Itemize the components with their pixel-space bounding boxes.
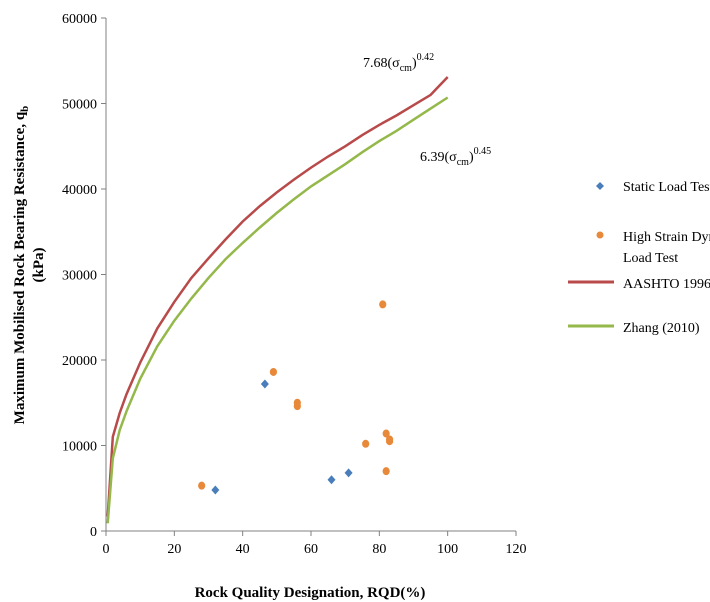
point-high-strain-dynamic-load-test [293,402,301,411]
y-tick-label: 60000 [62,12,97,27]
point-static-load-test [344,468,353,478]
point-static-load-test [211,485,220,495]
y-tick-label: 30000 [62,269,97,284]
series-line-aashto-1996 [106,76,449,517]
point-static-load-test [327,475,336,485]
point-high-strain-dynamic-load-test [269,367,278,376]
x-tick-label: 80 [372,542,386,557]
x-tick-label: 40 [236,542,250,557]
y-tick-label: 20000 [62,354,97,369]
point-high-strain-dynamic-load-test [382,467,390,476]
legend-label-high-strain-dynamic-line2: Load Test [623,251,678,266]
data-points [198,300,394,495]
point-high-strain-dynamic-load-test [382,429,390,438]
y-tick-label: 0 [90,525,97,540]
x-tick-label: 20 [167,542,181,557]
legend-label-high-strain-dynamic-line1: High Strain Dynamic [623,230,710,245]
legend-marker-high-strain-dynamic-load-test [596,231,604,239]
point-high-strain-dynamic-load-test [379,300,387,309]
annotation-aashto-formula: 7.68(σcm)0.42 [363,52,434,74]
point-high-strain-dynamic-load-test [385,437,394,446]
legend: Static Load Test High Strain Dynamic Loa… [568,180,710,336]
x-tick-label: 120 [506,542,527,557]
axes [101,17,517,536]
y-tick-label: 10000 [62,440,97,455]
y-axis-title-unit: (kPa) [31,248,47,283]
y-tick-label: 40000 [62,183,97,198]
legend-label-aashto-1996: AASHTO 1996 [623,277,710,292]
point-high-strain-dynamic-load-test [198,481,206,490]
x-tick-label: 60 [304,542,318,557]
x-tick-labels: 0 20 40 60 80 100 120 [103,542,527,557]
y-tick-label: 50000 [62,98,97,113]
y-axis-title: Maximum Mobilised Rock Bearing Resistanc… [12,106,31,425]
y-tick-labels: 0 10000 20000 30000 40000 50000 60000 [62,12,97,540]
point-static-load-test [260,379,269,389]
legend-marker-static-load-test [596,182,604,190]
series-lines [106,76,449,524]
series-line-zhang-2010 [106,96,449,524]
annotation-zhang-formula: 6.39(σcm)0.45 [420,146,491,168]
annotations: 7.68(σcm)0.42 6.39(σcm)0.45 [363,52,491,168]
point-high-strain-dynamic-load-test [362,439,370,448]
legend-label-zhang-2010: Zhang (2010) [623,321,700,336]
x-axis-title: Rock Quality Designation, RQD(%) [195,585,426,601]
legend-label-static-load-test: Static Load Test [623,180,710,195]
x-tick-label: 100 [437,542,458,557]
x-tick-label: 0 [103,542,110,557]
